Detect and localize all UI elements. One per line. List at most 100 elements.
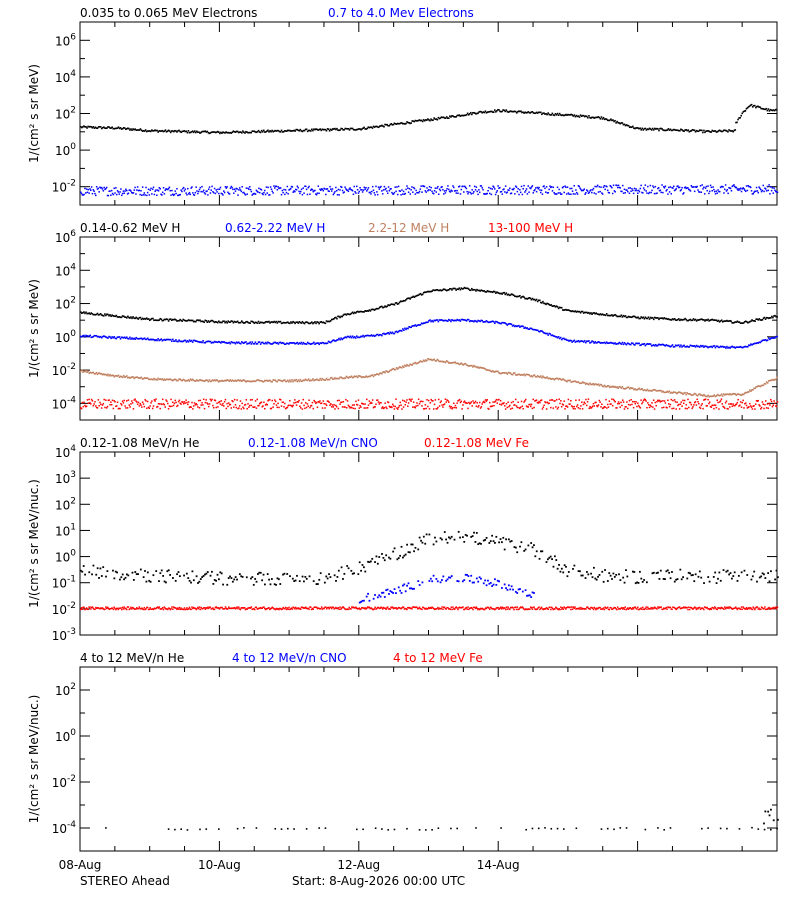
data-point <box>232 380 235 382</box>
data-point <box>111 126 113 129</box>
y-tick-label: 100 <box>55 142 76 158</box>
data-point <box>684 186 687 188</box>
data-point <box>265 131 267 133</box>
data-point <box>594 312 596 315</box>
data-point <box>684 407 687 410</box>
data-point <box>588 407 591 410</box>
data-point <box>455 192 458 194</box>
data-point <box>707 318 709 321</box>
data-point <box>324 188 326 190</box>
data-point <box>291 130 293 132</box>
data-point <box>173 193 176 196</box>
data-point <box>707 346 709 349</box>
data-point <box>703 319 705 321</box>
data-point <box>763 108 766 111</box>
data-point <box>250 320 253 323</box>
data-point <box>658 343 660 346</box>
data-point <box>660 127 662 130</box>
data-point <box>395 330 398 333</box>
data-point <box>310 405 312 407</box>
data-point <box>435 407 437 410</box>
data-point <box>231 379 234 382</box>
data-point <box>422 185 424 187</box>
data-point <box>453 361 455 364</box>
data-point <box>247 187 249 190</box>
data-point <box>522 325 524 328</box>
data-point <box>289 129 291 132</box>
data-point <box>755 318 757 320</box>
data-point <box>190 406 192 408</box>
data-point <box>80 407 82 409</box>
data-point <box>238 187 241 189</box>
data-point <box>641 343 644 345</box>
data-point <box>378 556 381 558</box>
data-point <box>584 341 587 344</box>
data-point <box>143 337 146 340</box>
data-point <box>184 130 187 133</box>
data-point <box>592 340 594 343</box>
data-point <box>108 375 110 377</box>
data-point <box>256 342 259 345</box>
data-point <box>441 319 444 322</box>
data-point <box>312 190 315 193</box>
data-point <box>154 190 156 192</box>
data-point <box>106 194 109 197</box>
data-point <box>616 407 618 409</box>
data-point <box>553 555 556 558</box>
data-point <box>256 190 258 193</box>
data-point <box>94 400 96 403</box>
data-point <box>633 400 636 403</box>
data-point <box>632 189 634 192</box>
data-point <box>328 378 331 381</box>
data-point <box>625 569 627 572</box>
data-point <box>423 185 426 188</box>
data-point <box>140 404 142 406</box>
data-point <box>733 404 735 407</box>
data-point <box>704 131 706 134</box>
data-point <box>146 191 149 194</box>
data-point <box>481 289 484 292</box>
data-point <box>766 316 769 319</box>
data-point <box>233 341 236 344</box>
data-point <box>150 338 152 341</box>
data-point <box>482 539 485 542</box>
data-point <box>644 399 647 401</box>
data-point <box>289 399 291 402</box>
data-point <box>342 337 345 340</box>
data-point <box>195 320 197 323</box>
data-point <box>193 320 196 323</box>
data-point <box>735 186 738 189</box>
data-point <box>681 405 683 407</box>
data-point <box>424 542 427 545</box>
data-point <box>655 572 658 575</box>
data-point <box>348 405 350 408</box>
data-point <box>587 192 590 194</box>
data-point <box>191 378 194 381</box>
data-point <box>319 128 322 130</box>
data-point <box>633 315 635 318</box>
data-point <box>503 402 505 404</box>
data-point <box>586 401 589 403</box>
data-point <box>347 404 350 407</box>
data-point <box>491 405 494 407</box>
data-point <box>93 313 96 316</box>
data-point <box>415 120 418 122</box>
data-point <box>445 116 448 118</box>
data-point <box>540 301 542 304</box>
data-point <box>647 316 650 319</box>
data-point <box>154 400 156 402</box>
data-point <box>216 130 219 133</box>
data-point <box>708 190 711 193</box>
data-point <box>427 321 429 324</box>
data-point <box>645 389 648 392</box>
data-point <box>662 400 664 402</box>
data-point <box>383 596 386 598</box>
data-point <box>717 401 719 404</box>
data-point <box>626 189 628 191</box>
data-point <box>648 127 651 130</box>
data-point <box>689 572 691 575</box>
data-point <box>337 377 339 380</box>
data-point <box>400 404 402 406</box>
data-point <box>528 191 530 193</box>
data-point <box>413 550 415 553</box>
